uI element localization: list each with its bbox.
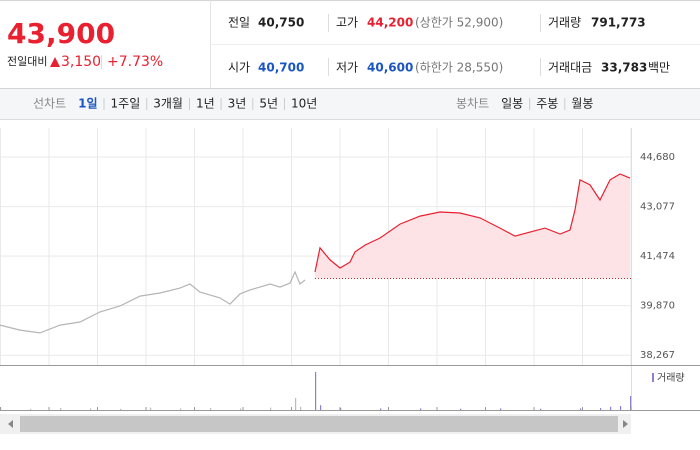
volume-bar: [620, 406, 622, 410]
volume-bar: [30, 408, 32, 410]
price: 43,900: [7, 17, 115, 50]
tab[interactable]: 5년: [259, 97, 278, 111]
change-rate: +7.73%: [107, 54, 163, 70]
area-fill: [315, 174, 630, 279]
volume-bar: [150, 407, 152, 410]
volume-bar: [180, 408, 182, 410]
stat-value: 40,700: [258, 61, 304, 75]
stat-label: 거래량: [548, 16, 581, 30]
volume-bar: [320, 405, 322, 410]
volume-bar: [60, 408, 62, 410]
stat-note: (상한가 52,900): [415, 16, 503, 30]
volume-bar: [610, 406, 612, 410]
stat-label: 저가: [336, 61, 358, 75]
tab-group-label: 선차트: [33, 97, 66, 111]
price-chart: 44,680 43,077 41,474 39,870 38,267 거래량: [0, 128, 700, 411]
tabs: 선차트 1일 1주일 3개월 1년 3년 5년 10년 봉차트 일봉 주봉 월봉: [33, 97, 593, 111]
volume-bar: [340, 408, 342, 410]
volume-bar: [240, 408, 242, 410]
stat-label: 고가: [336, 16, 358, 30]
stat-value: 44,200: [367, 16, 413, 30]
stat-unit: 백만: [648, 61, 670, 75]
scrollbar-thumb[interactable]: [20, 416, 618, 432]
stat-label: 전일: [228, 16, 250, 30]
change: 3,150: [61, 54, 101, 70]
volume-bar: [500, 408, 502, 410]
change-label: 전일대비: [7, 54, 47, 68]
volume-bar: [420, 408, 422, 410]
volume-bar: [210, 408, 212, 410]
volume-bar: [580, 408, 582, 410]
volume-bar: [270, 407, 272, 410]
volume-bar: [540, 408, 542, 410]
up-arrow: [50, 57, 60, 67]
scroll-right[interactable]: [623, 420, 628, 428]
stat-value: 40,600: [367, 61, 413, 75]
volume-bar: [295, 398, 297, 410]
price-line: [314, 173, 631, 273]
tab[interactable]: 1주일: [111, 97, 141, 111]
volume-bar: [300, 406, 302, 410]
stat-value: 40,750: [258, 16, 304, 30]
volume-bar: [460, 408, 462, 410]
volume-bar: [600, 408, 602, 410]
legend-swatch: [652, 373, 654, 382]
y-tick-label: 39,870: [640, 301, 675, 312]
tab-bar: [0, 89, 700, 119]
y-tick-label: 44,680: [640, 152, 675, 163]
tab[interactable]: 1일: [78, 97, 97, 111]
volume-bar: [315, 372, 317, 410]
tab-group-label: 봉차트: [456, 97, 489, 111]
y-tick-label: 38,267: [640, 350, 675, 361]
stat-label: 시가: [228, 61, 250, 75]
legend-label: 거래량: [657, 372, 685, 384]
tab[interactable]: 일봉: [501, 97, 523, 111]
volume-bar: [630, 396, 632, 410]
tab[interactable]: 3년: [228, 97, 247, 111]
y-tick-label: 43,077: [640, 202, 675, 213]
volume-bar: [120, 408, 122, 410]
volume-bar: [90, 408, 92, 410]
stat-value: 33,783: [601, 61, 647, 75]
stat-value: 791,773: [591, 16, 646, 30]
tab[interactable]: 10년: [291, 97, 317, 111]
scroll-left[interactable]: [8, 420, 13, 428]
price-line: [0, 270, 306, 334]
stat-note: (하한가 28,550): [415, 61, 503, 75]
y-tick-label: 41,474: [640, 251, 675, 262]
tab[interactable]: 3개월: [153, 97, 183, 111]
volume-bar: [380, 408, 382, 410]
stat-label: 거래대금: [548, 61, 592, 75]
tab[interactable]: 주봉: [536, 97, 558, 111]
tab[interactable]: 1년: [196, 97, 215, 111]
tab[interactable]: 월봉: [571, 97, 593, 111]
